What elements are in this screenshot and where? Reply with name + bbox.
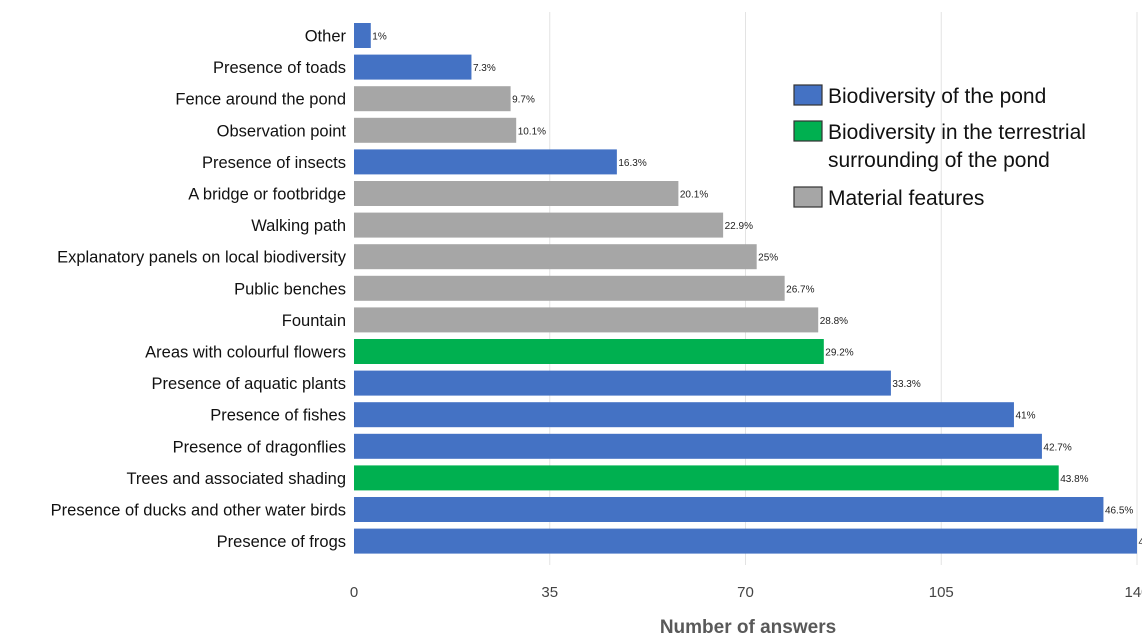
category-label: Walking path [251, 217, 346, 235]
legend-swatch-pond [793, 84, 823, 106]
legend-label-terrestrial: Biodiversity in the terrestrial [828, 121, 1086, 144]
category-label: Presence of ducks and other water birds [51, 502, 346, 520]
value-labels: 1% 7.3% 9.7% 10.1% 16.3% 20.1% 22.9% 25% 26.7% 28… [372, 32, 1142, 549]
legend-label-pond: Biodiversity of the pond [828, 85, 1046, 108]
data-label: 1% [372, 32, 387, 43]
data-label: 16.3% [618, 158, 646, 169]
x-tick-labels: 0 35 70 105 140 [350, 584, 1142, 601]
bar [354, 86, 511, 112]
bar [354, 275, 785, 301]
bar [354, 528, 1137, 554]
bar [354, 465, 1059, 491]
data-label: 48.6% [1139, 537, 1142, 548]
bar [354, 23, 371, 48]
x-tick-label: 70 [737, 584, 754, 601]
data-label: 22.9% [725, 221, 753, 232]
data-label: 42.7% [1043, 442, 1071, 453]
data-label: 10.1% [518, 126, 546, 137]
legend-swatch-terrestrial [793, 120, 823, 142]
data-label: 7.3% [473, 63, 496, 74]
bar [354, 149, 617, 175]
category-label: Explanatory panels on local biodiversity [57, 249, 347, 267]
x-tick-label: 140 [1124, 584, 1142, 601]
category-label: Trees and associated shading [126, 470, 346, 488]
data-label: 25% [758, 253, 778, 264]
legend-swatch-material [793, 186, 823, 208]
category-label: Presence of dragonflies [173, 438, 346, 456]
category-labels: Other Presence of toads Fence around the p… [51, 28, 347, 552]
bar [354, 339, 824, 364]
bar [354, 497, 1104, 522]
category-label: Presence of frogs [217, 533, 346, 551]
category-label: Other [305, 28, 347, 46]
bar [354, 370, 891, 396]
category-label: Public benches [234, 280, 346, 298]
bars-group [354, 23, 1137, 554]
category-label: Presence of toads [213, 59, 346, 77]
category-label: Fountain [282, 312, 346, 330]
x-tick-label: 35 [541, 584, 558, 601]
bar [354, 307, 819, 333]
legend-label-terrestrial: surrounding of the pond [828, 149, 1050, 172]
bar [354, 433, 1042, 459]
x-tick-label: 0 [350, 584, 358, 601]
category-label: Presence of insects [202, 154, 346, 172]
x-axis-title: Number of answers [660, 617, 836, 638]
category-label: Areas with colourful flowers [145, 344, 346, 362]
data-label: 33.3% [892, 379, 920, 390]
data-label: 26.7% [786, 284, 814, 295]
data-label: 46.5% [1105, 506, 1133, 517]
data-label: 28.8% [820, 316, 848, 327]
bar [354, 54, 472, 80]
bar [354, 402, 1014, 428]
legend: Biodiversity of the pond Biodiversity in … [793, 84, 1086, 210]
data-label: 29.2% [825, 348, 853, 359]
legend-label-material: Material features [828, 187, 984, 210]
bar [354, 244, 757, 270]
data-label: 43.8% [1060, 474, 1088, 485]
category-label: Observation point [217, 122, 347, 140]
data-label: 9.7% [512, 95, 535, 106]
bar [354, 212, 724, 238]
x-tick-label: 105 [929, 584, 954, 601]
data-label: 41% [1015, 411, 1035, 422]
category-label: A bridge or footbridge [188, 186, 346, 204]
bar [354, 181, 679, 206]
data-label: 20.1% [680, 190, 708, 201]
bar [354, 117, 517, 143]
category-label: Presence of fishes [210, 407, 346, 425]
category-label: Fence around the pond [175, 91, 346, 109]
category-label: Presence of aquatic plants [152, 375, 346, 393]
